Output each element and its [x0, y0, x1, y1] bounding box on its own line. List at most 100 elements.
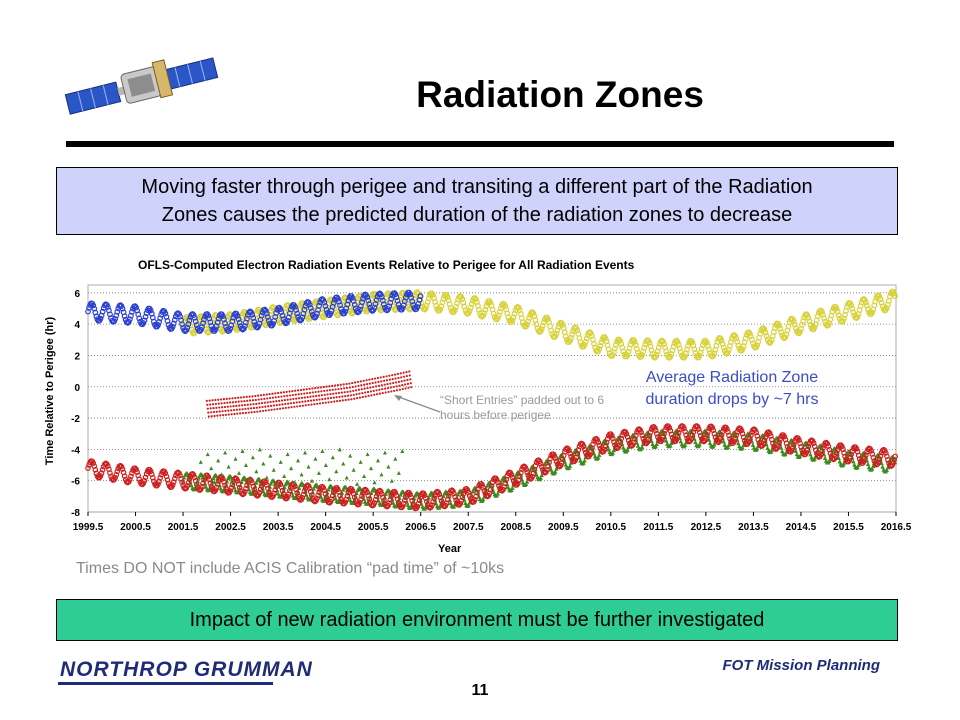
entry-yellow-point: [620, 348, 627, 355]
scatter-green-outlier: [375, 458, 380, 463]
scatter-green-outlier: [275, 481, 280, 486]
scatter-green-outlier: [303, 450, 308, 455]
exit-red-point: [285, 491, 292, 497]
exit-red-point: [256, 489, 263, 496]
exit-green-point: [856, 462, 861, 467]
exit-red-point: [136, 476, 143, 482]
entry-blue-point: [407, 291, 413, 298]
exit-red-point: [789, 445, 796, 451]
entry-yellow-point: [833, 305, 840, 312]
exit-red-point: [788, 447, 795, 454]
exit-red-point: [366, 496, 373, 502]
exit-red-point: [762, 434, 769, 440]
exit-red-point: [402, 497, 408, 503]
short-entry-point: [394, 377, 397, 380]
short-entry-point: [220, 402, 223, 405]
entry-yellow-point: [631, 338, 638, 345]
entry-blue-point: [147, 307, 154, 314]
exit-red-point: [804, 446, 811, 453]
page-title: Radiation Zones: [416, 74, 704, 115]
exit-green-point: [553, 469, 558, 474]
short-entry-point: [348, 382, 351, 385]
exit-red-point: [357, 499, 363, 506]
exit-red-point: [156, 478, 162, 485]
short-entry-point: [333, 400, 336, 403]
exit-red-point: [747, 435, 753, 442]
short-entry-point: [295, 397, 298, 400]
exit-red-point: [431, 495, 437, 502]
short-entry-point: [223, 401, 226, 405]
short-entry-point: [410, 386, 413, 389]
entry-yellow-point: [587, 330, 594, 337]
exit-red-point: [681, 425, 687, 432]
x-tick-label: 2004.5: [310, 522, 341, 533]
short-entry-point: [403, 379, 406, 382]
short-entry-point: [385, 375, 388, 378]
short-entry-point: [374, 385, 378, 388]
short-entry-point: [377, 384, 381, 387]
entry-blue-point: [140, 320, 147, 326]
entry-blue-point: [201, 316, 207, 323]
exit-green-point: [268, 481, 274, 486]
exit-red-point: [575, 447, 582, 453]
short-entry-point: [393, 373, 397, 376]
exit-red-point: [169, 482, 176, 488]
short-entry-point: [397, 380, 400, 383]
short-entry-point: [349, 390, 352, 393]
entry-blue-point: [150, 318, 157, 325]
entry-yellow-point: [739, 346, 746, 353]
scatter-green-outlier: [195, 481, 200, 486]
short-entry-point: [362, 379, 365, 382]
short-entry-point: [220, 406, 224, 409]
entry-yellow-point: [835, 312, 842, 319]
exit-red-point: [524, 469, 530, 476]
short-entry-point: [217, 398, 220, 401]
short-entry-point: [311, 391, 314, 394]
short-entry-point: [343, 387, 346, 390]
entry-yellow-point: [519, 319, 526, 326]
short-entry-point: [340, 387, 343, 390]
short-entry-point: [301, 404, 305, 407]
exit-red-point: [514, 480, 521, 487]
exit-red-point: [294, 490, 300, 496]
short-entry-point: [237, 396, 240, 399]
exit-green-point: [778, 445, 784, 450]
exit-red-point: [494, 477, 500, 483]
entry-yellow-point: [494, 315, 501, 321]
x-tick-label: 2009.5: [548, 522, 579, 533]
exit-red-point: [659, 437, 665, 443]
short-entry-point: [335, 392, 338, 395]
short-entry-point: [267, 405, 270, 408]
exit-red-point: [93, 470, 100, 477]
exit-green-point: [654, 441, 659, 446]
entry-yellow-point: [596, 346, 603, 352]
entry-yellow-point: [530, 310, 537, 317]
exit-green-point: [595, 455, 601, 460]
exit-red-point: [475, 485, 481, 492]
exit-red-point: [862, 455, 868, 462]
short-entry-point: [368, 382, 371, 385]
exit-red-point: [284, 494, 291, 500]
exit-red-point: [518, 469, 524, 476]
short-entry-point: [341, 395, 344, 398]
exit-red-point: [717, 435, 724, 442]
entry-blue-point: [90, 302, 97, 309]
short-entry-point: [334, 388, 337, 391]
short-entry-point: [270, 408, 273, 411]
short-entry-point: [375, 393, 379, 396]
short-entry-point: [371, 378, 374, 381]
entry-blue-point: [330, 299, 337, 306]
short-entry-point: [216, 414, 219, 417]
entry-yellow-point: [609, 352, 616, 358]
entry-blue-point: [235, 316, 242, 322]
exit-red-point: [330, 489, 337, 496]
exit-red-point: [812, 447, 819, 453]
scatter-green-outlier: [250, 455, 255, 460]
short-entry-point: [212, 407, 215, 410]
average-annotation-line-1: Average Radiation Zone: [645, 369, 819, 386]
exit-red-point: [134, 469, 140, 475]
entry-yellow-point: [869, 309, 876, 316]
exit-green-point: [581, 460, 586, 465]
short-entry-point: [208, 399, 211, 402]
short-entry-point: [308, 391, 312, 394]
